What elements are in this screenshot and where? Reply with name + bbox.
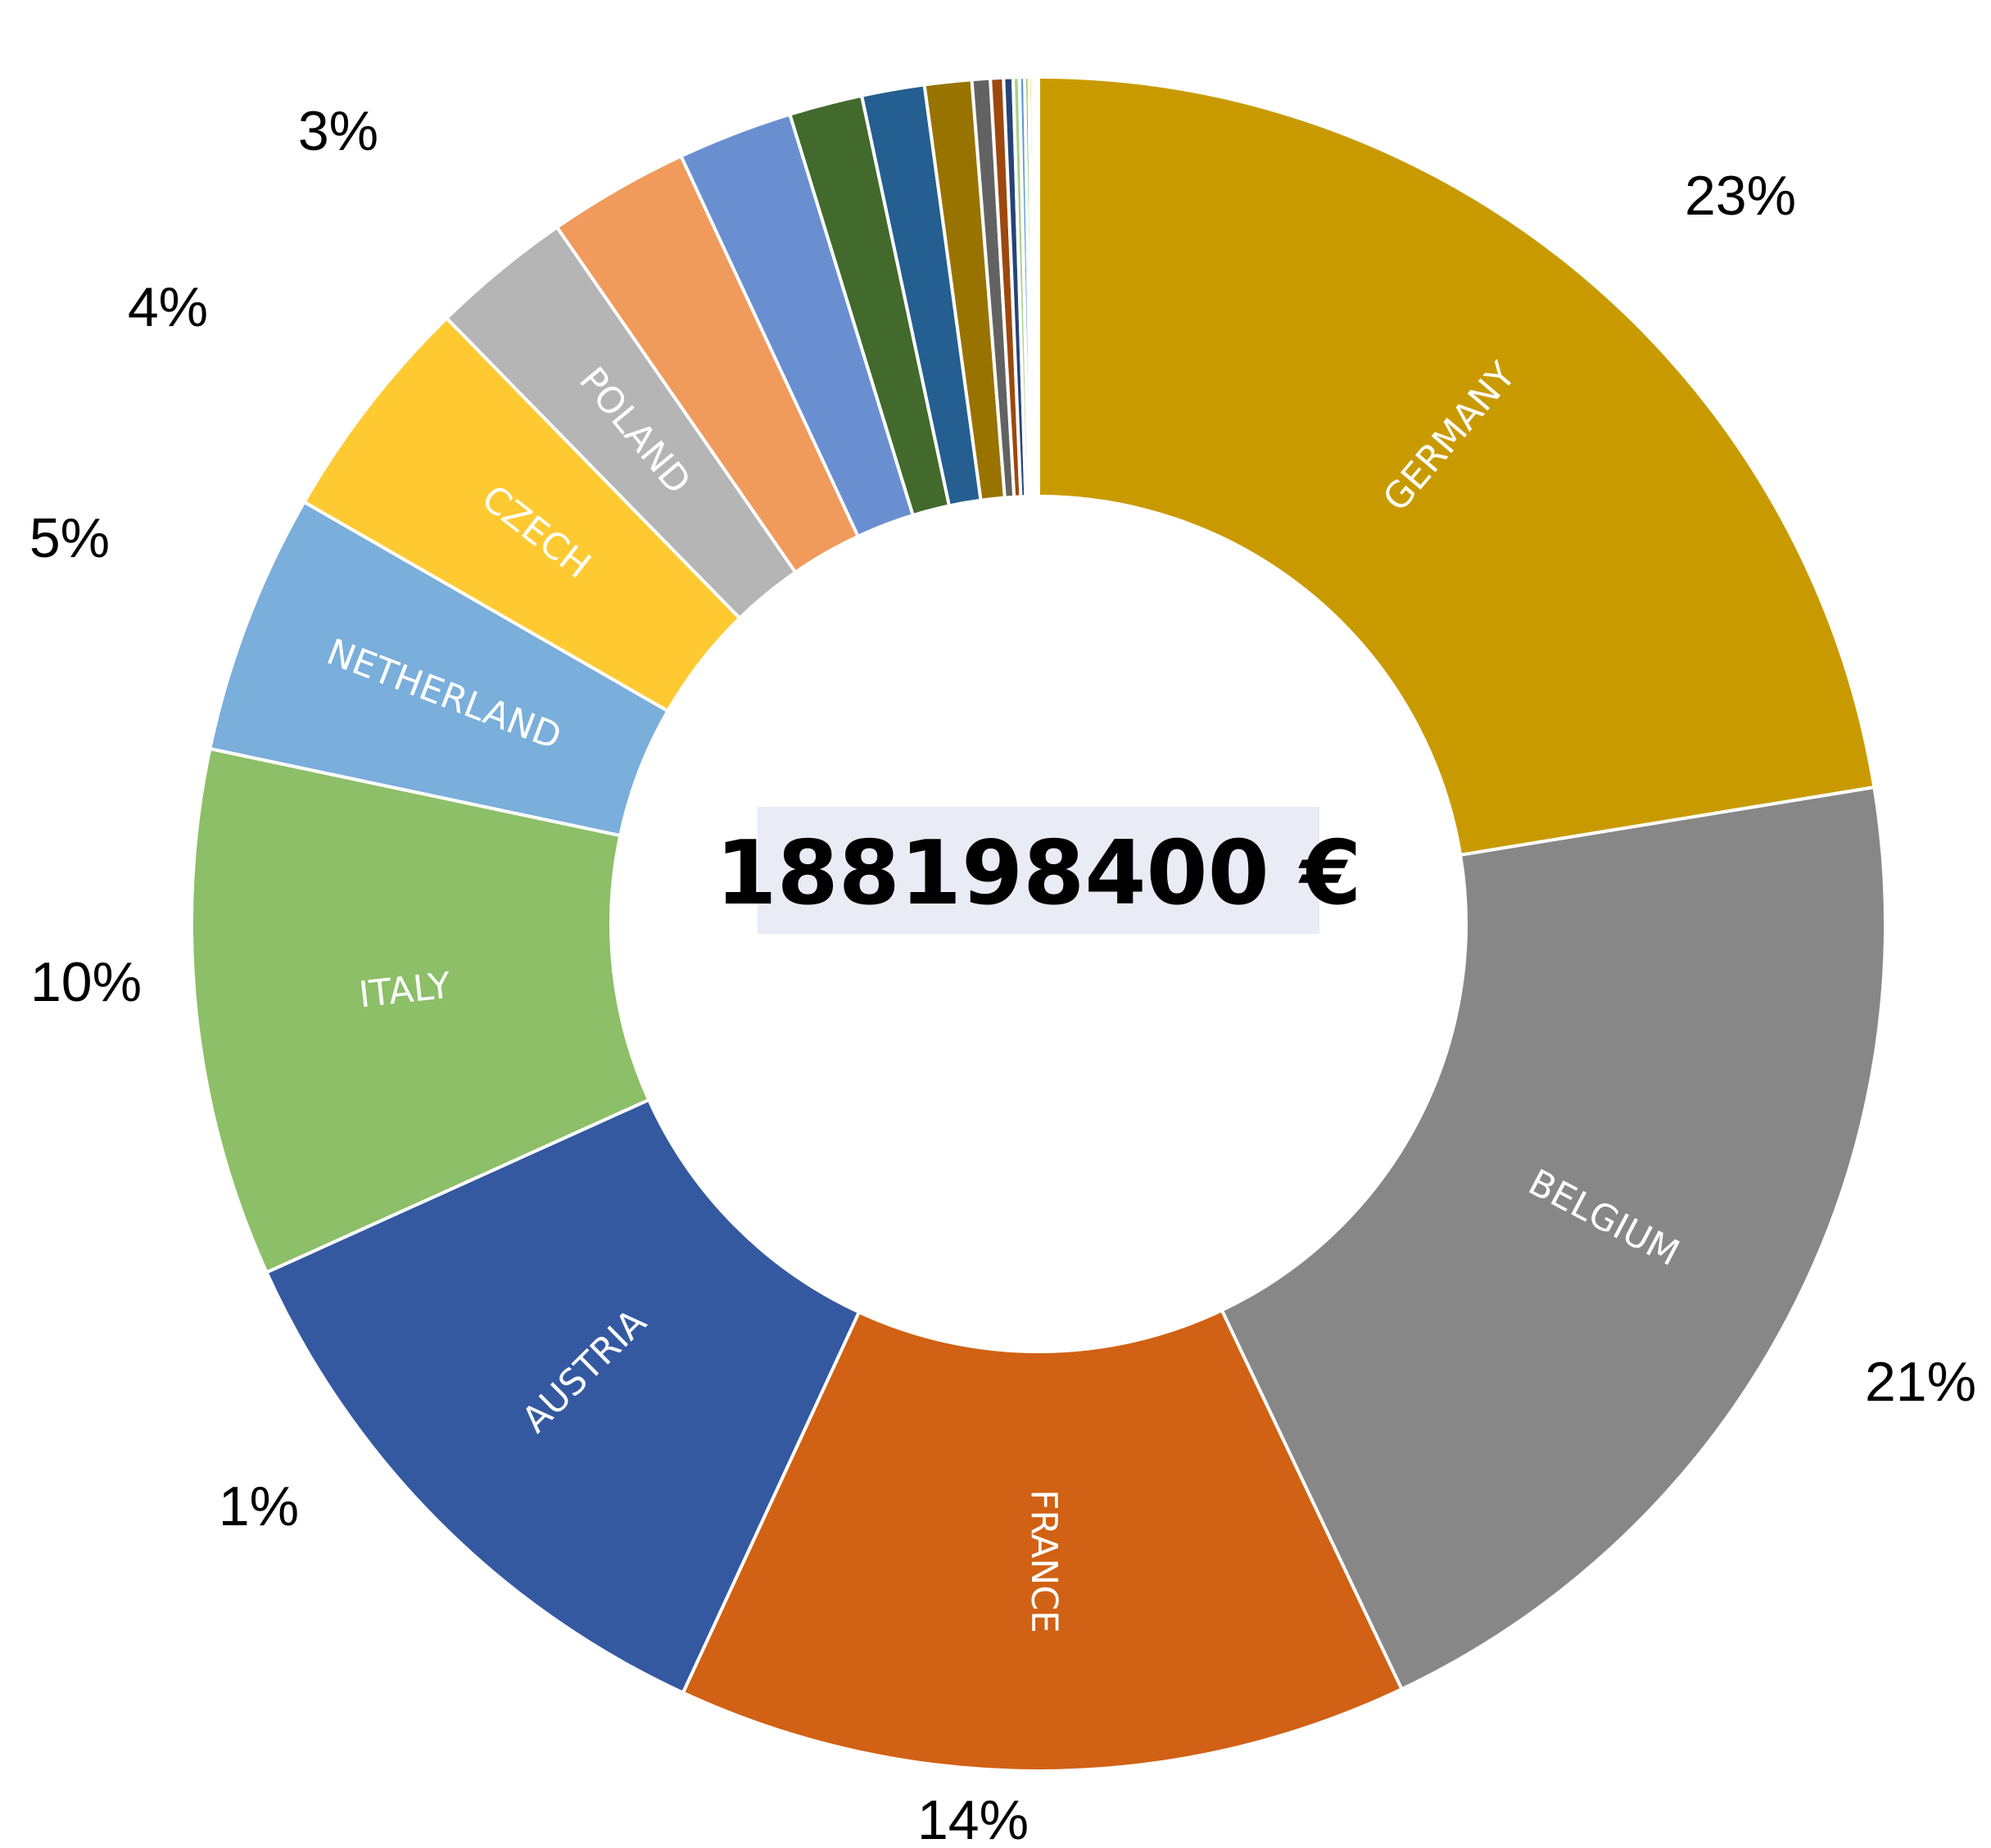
donut-slices (190, 75, 1887, 1773)
slice-belgium (1219, 785, 1887, 1692)
center-total-background (758, 807, 1319, 934)
slice-label-italy: ITALY (357, 965, 453, 1017)
slice-austria (264, 1098, 862, 1696)
percent-label-czech: 4% (128, 276, 208, 338)
percent-label-austria: 1% (219, 1475, 299, 1538)
percent-labels: 23% 21% 14% 1% 10% 5% 4% 3% (29, 100, 1976, 1848)
center-total-value: 188198400 € (715, 822, 1361, 925)
slice-germany (1037, 75, 1876, 858)
percent-label-netherland: 5% (29, 507, 110, 569)
slice-other-21 (1034, 75, 1040, 499)
slice-label-france: FRANCE (1022, 1489, 1065, 1633)
percent-label-poland: 3% (298, 100, 378, 162)
percent-label-france: 14% (917, 1789, 1029, 1848)
percent-label-belgium: 21% (1865, 1351, 1976, 1413)
slice-italy (190, 746, 651, 1275)
slice-france (681, 1307, 1405, 1773)
percent-label-germany: 23% (1685, 165, 1796, 227)
percent-label-italy: 10% (30, 951, 142, 1013)
